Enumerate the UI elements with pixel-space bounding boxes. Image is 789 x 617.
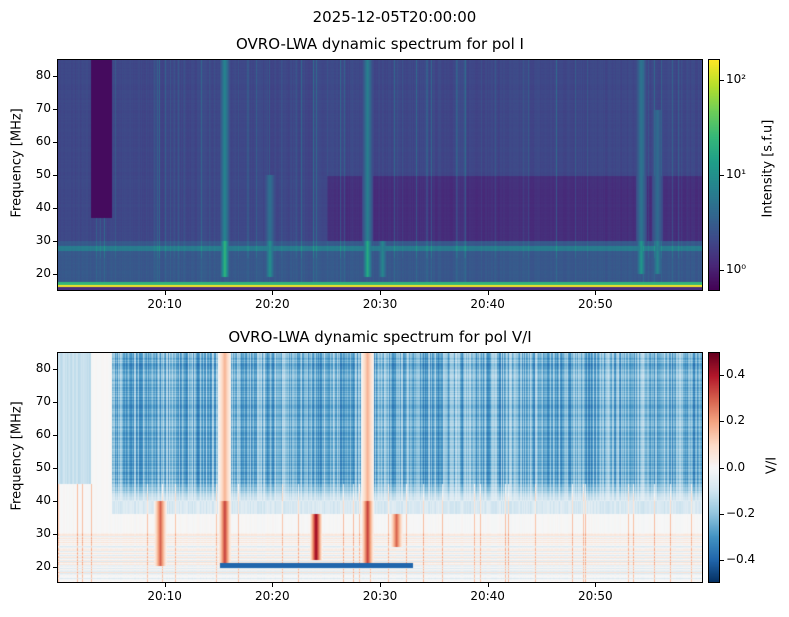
x-tick: [164, 583, 166, 587]
pol-i-spectrogram: [57, 59, 703, 291]
x-tick-label: 20:50: [578, 297, 613, 311]
y-tick-label: 20: [35, 558, 51, 573]
pol-i-colorbar: [708, 59, 720, 291]
x-tick-label: 20:10: [147, 297, 182, 311]
y-tick: [53, 274, 57, 276]
y-tick: [53, 141, 57, 143]
y-tick-label: 40: [35, 200, 51, 215]
x-tick: [380, 291, 381, 295]
y-tick-label: 80: [35, 67, 51, 82]
pol-vi-heatmap: [58, 353, 702, 582]
colorbar-tick: [720, 375, 724, 377]
pol-vi-colorbar-gradient: [709, 353, 719, 582]
x-tick: [595, 291, 597, 295]
plot-title-pol-i: OVRO-LWA dynamic spectrum for pol I: [236, 35, 524, 53]
colorbar-tick-label: −0.4: [726, 551, 756, 566]
y-tick: [53, 75, 57, 77]
x-tick-label: 20:50: [578, 589, 613, 603]
x-tick: [272, 291, 274, 295]
y-tick-label: 80: [35, 360, 51, 375]
y-tick-label: 60: [35, 133, 51, 148]
pol-vi-colorbar-label: V/I: [764, 456, 780, 475]
plot-title-pol-vi: OVRO-LWA dynamic spectrum for pol V/I: [228, 328, 532, 346]
x-tick: [380, 583, 381, 587]
x-tick-label: 20:10: [147, 589, 182, 603]
colorbar-tick: [720, 269, 724, 271]
colorbar-tick: [720, 467, 724, 469]
colorbar-tick-label: 10⁰: [726, 261, 747, 276]
y-tick: [53, 241, 57, 243]
y-tick: [53, 434, 57, 436]
colorbar-tick-label: 10²: [726, 71, 747, 86]
pol-i-heatmap: [58, 60, 702, 290]
x-tick: [272, 583, 274, 587]
figure-suptitle: 2025-12-05T20:00:00: [312, 8, 477, 26]
y-tick-label: 60: [35, 426, 51, 441]
colorbar-tick: [720, 79, 724, 81]
colorbar-tick-label: −0.2: [726, 505, 756, 520]
y-tick-label: 50: [35, 459, 51, 474]
colorbar-tick: [720, 421, 724, 423]
y-tick: [53, 467, 57, 469]
y-tick-label: 30: [35, 233, 51, 248]
pol-i-ylabel: Frequency [MHz]: [9, 108, 25, 218]
colorbar-tick-label: 0.0: [726, 459, 746, 474]
y-tick: [53, 368, 57, 370]
pol-vi-spectrogram: [57, 352, 703, 583]
pol-i-colorbar-gradient: [709, 60, 719, 290]
colorbar-tick-label: 0.2: [726, 413, 746, 428]
y-tick-label: 40: [35, 492, 51, 507]
colorbar-tick: [720, 559, 724, 561]
y-tick: [53, 108, 57, 110]
x-tick-label: 20:30: [362, 297, 398, 311]
colorbar-tick-label: 10¹: [726, 166, 747, 181]
colorbar-tick: [720, 513, 724, 515]
pol-vi-colorbar: [708, 352, 720, 583]
x-tick: [487, 291, 489, 295]
y-tick-label: 70: [35, 393, 51, 408]
y-tick: [53, 533, 57, 535]
y-tick: [53, 175, 57, 176]
pol-i-colorbar-label: Intensity [s.f.u]: [760, 119, 776, 218]
x-tick-label: 20:40: [470, 589, 505, 603]
x-tick-label: 20:30: [362, 589, 398, 603]
colorbar-tick-label: 0.4: [726, 367, 746, 382]
y-tick: [53, 500, 57, 502]
colorbar-tick: [720, 174, 724, 176]
y-tick-label: 20: [35, 266, 51, 281]
x-tick-label: 20:40: [470, 297, 505, 311]
x-tick-label: 20:20: [255, 589, 290, 603]
y-tick-label: 70: [35, 100, 51, 115]
y-tick: [53, 208, 57, 210]
x-tick: [487, 583, 489, 587]
y-tick-label: 50: [35, 167, 51, 181]
y-tick-label: 30: [35, 525, 51, 540]
x-tick: [164, 291, 166, 295]
pol-vi-ylabel: Frequency [MHz]: [9, 401, 25, 511]
y-tick: [53, 401, 57, 403]
y-tick: [53, 566, 57, 568]
x-tick-label: 20:20: [255, 297, 290, 311]
x-tick: [595, 583, 597, 587]
